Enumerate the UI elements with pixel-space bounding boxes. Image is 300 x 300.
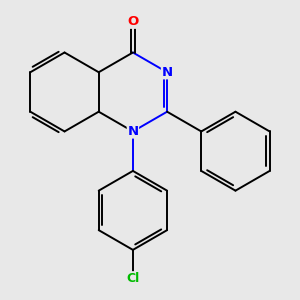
Text: N: N [127, 125, 139, 138]
Text: O: O [127, 15, 139, 28]
Text: N: N [161, 66, 173, 79]
Text: Cl: Cl [126, 272, 140, 285]
